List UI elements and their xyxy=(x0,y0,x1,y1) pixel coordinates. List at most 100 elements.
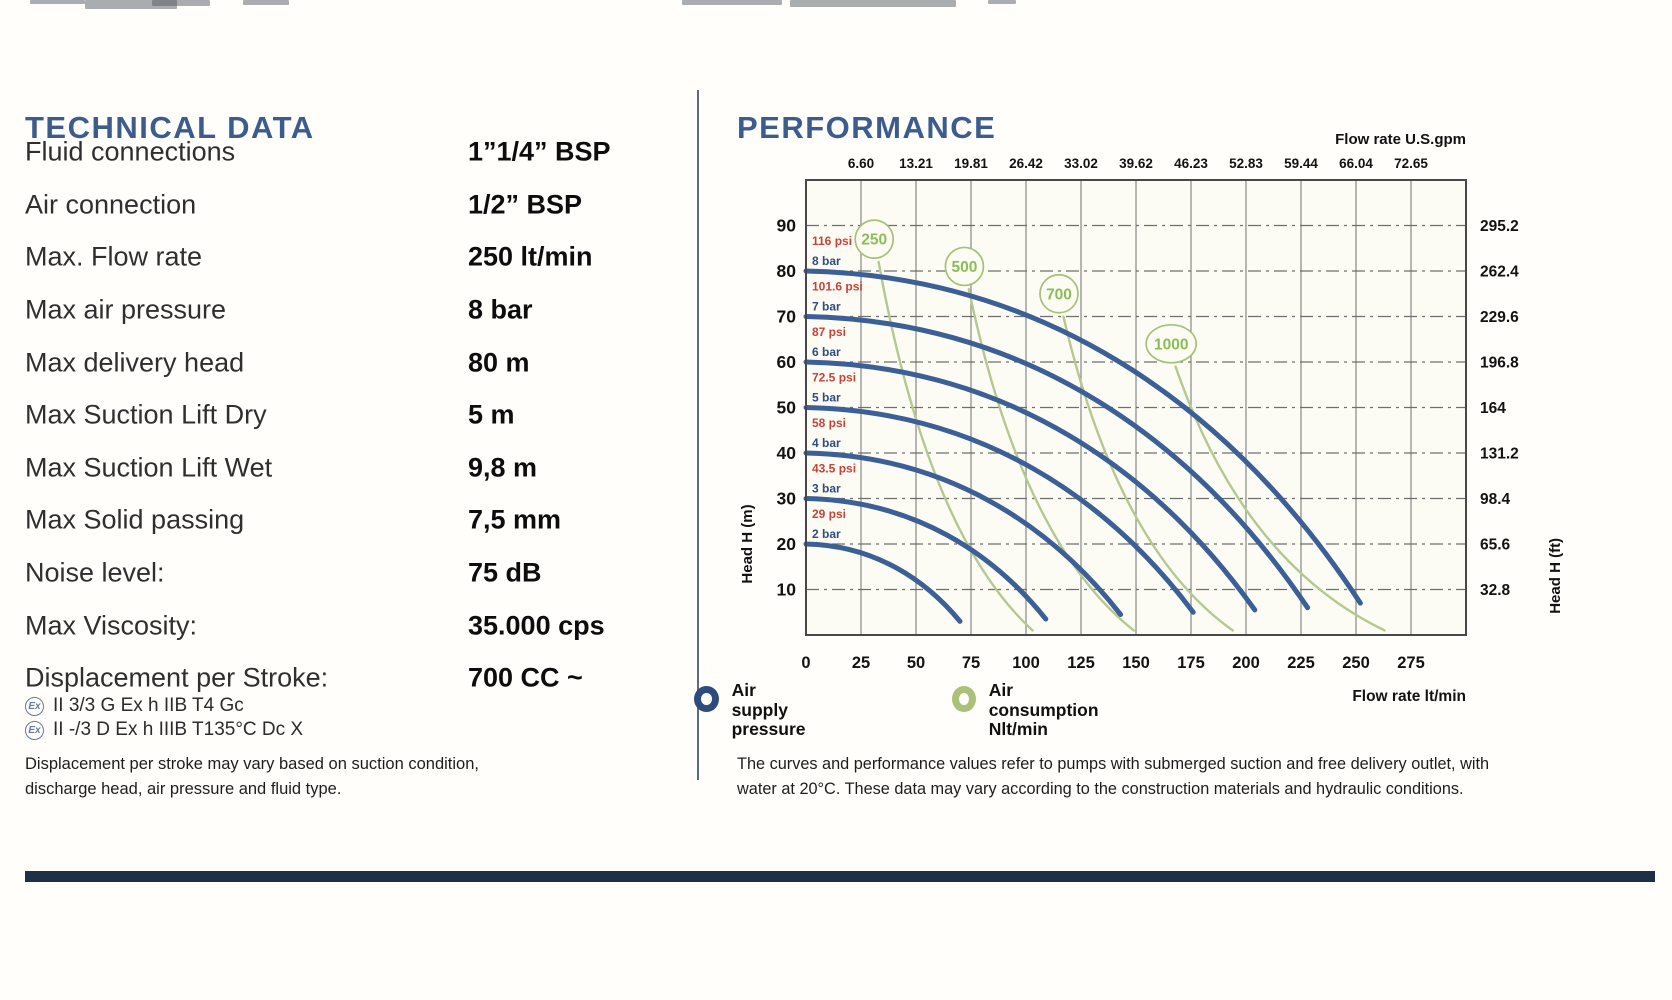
spec-row: Max Suction Lift Dry 5 m xyxy=(25,389,685,442)
y-left-tick: 80 xyxy=(777,261,797,281)
psi-label: 29 psi xyxy=(812,507,846,521)
spec-value: 75 dB xyxy=(468,557,542,588)
atex-line: Ex II -/3 D Ex h IIIB T135°C Dc X xyxy=(25,718,303,742)
y-right-tick: 229.6 xyxy=(1480,309,1519,326)
bar-label: 5 bar xyxy=(812,390,841,404)
spec-row: Max Viscosity: 35.000 cps xyxy=(25,599,685,652)
y-left-tick: 30 xyxy=(777,489,797,509)
spec-value: 1/2” BSP xyxy=(468,189,583,220)
y-left-axis-title: Head H (m) xyxy=(739,504,756,583)
bar-label: 7 bar xyxy=(812,299,841,313)
x-top-axis-title: Flow rate U.S.gpm xyxy=(1335,131,1466,148)
psi-label: 43.5 psi xyxy=(812,461,856,475)
air-supply-curve xyxy=(803,541,963,624)
legend-item: Air supply pressure xyxy=(694,680,807,740)
x-bottom-tick: 250 xyxy=(1342,654,1370,672)
x-bottom-tick: 25 xyxy=(852,654,870,672)
spec-value: 35.000 cps xyxy=(468,610,605,641)
y-right-tick: 262.4 xyxy=(1480,264,1519,281)
bar-label: 8 bar xyxy=(812,254,841,268)
spec-label: Max delivery head xyxy=(25,347,245,378)
spec-value: 8 bar xyxy=(468,294,533,325)
y-right-tick: 65.6 xyxy=(1480,537,1511,554)
air-supply-curve xyxy=(803,268,1363,606)
spec-table: Fluid connections 1”1/4” BSP Air connectio… xyxy=(25,126,685,705)
air-consumption-marker xyxy=(1145,323,1198,364)
x-bottom-tick: 275 xyxy=(1397,654,1425,672)
note-line: discharge head, air pressure and fluid t… xyxy=(25,779,342,798)
psi-label: 58 psi xyxy=(812,416,846,430)
spec-label: Air connection xyxy=(25,189,197,220)
displacement-note: Displacement per stroke may vary based o… xyxy=(25,752,479,801)
psi-label: 72.5 psi xyxy=(812,370,856,384)
performance-title: PERFORMANCE xyxy=(737,109,997,145)
spec-label: Noise level: xyxy=(25,557,165,588)
air-consumption-marker xyxy=(854,219,895,260)
spec-label: Max. Flow rate xyxy=(25,241,203,272)
atex-line: Ex II 3/3 G Ex h IIB T4 Gc xyxy=(25,694,303,718)
spec-row: Max air pressure 8 bar xyxy=(25,284,685,337)
column-divider xyxy=(697,90,699,780)
spec-label: Max Viscosity: xyxy=(25,610,198,641)
atex-text: II 3/3 G Ex h IIB T4 Gc xyxy=(53,695,244,716)
x-bottom-tick: 175 xyxy=(1177,654,1205,672)
spec-value: 9,8 m xyxy=(468,452,538,483)
air-supply-ring-icon xyxy=(694,686,719,712)
x-bottom-tick: 0 xyxy=(801,654,810,672)
spec-value: 5 m xyxy=(468,399,515,430)
psi-label: 116 psi xyxy=(812,234,852,248)
x-top-tick: 13.21 xyxy=(899,156,933,171)
bar-label: 4 bar xyxy=(812,436,841,450)
y-left-tick: 70 xyxy=(777,307,797,327)
y-right-tick: 98.4 xyxy=(1480,491,1511,508)
y-left-tick: 10 xyxy=(777,580,797,600)
y-left-tick: 60 xyxy=(777,352,797,372)
y-right-tick: 196.8 xyxy=(1480,355,1519,372)
x-bottom-tick: 75 xyxy=(962,654,980,672)
note-line: Displacement per stroke may vary based o… xyxy=(25,755,479,773)
air-supply-curve xyxy=(803,314,1311,611)
legend-label: Air consumption Nlt/min xyxy=(988,680,1099,739)
spec-row: Noise level: 75 dB xyxy=(25,547,685,600)
performance-chart: 250 50 0 700 1000 116 psi 8 bar 101.6 psi 7 bar 8… xyxy=(736,128,1576,711)
atex-text: II -/3 D Ex h IIIB T135°C Dc X xyxy=(53,719,304,740)
spec-row: Max Solid passing 7,5 mm xyxy=(25,494,685,547)
air-consumption-marker xyxy=(944,246,985,287)
air-consumption-value: 700 xyxy=(1046,286,1072,303)
atex-ex-icon: Ex xyxy=(25,696,44,716)
x-top-tick: 33.02 xyxy=(1064,156,1098,171)
spec-row: Fluid connections 1”1/4” BSP xyxy=(25,126,685,179)
x-bottom-tick: 200 xyxy=(1232,654,1260,672)
y-right-tick: 32.8 xyxy=(1480,582,1511,599)
spec-row: Max Suction Lift Wet 9,8 m xyxy=(25,442,685,495)
y-right-axis-title: Head H (ft) xyxy=(1547,538,1564,614)
y-left-tick: 40 xyxy=(777,443,797,463)
air-consumption-value: 1000 xyxy=(1154,336,1188,353)
bar-label: 3 bar xyxy=(812,481,841,495)
atex-ex-icon: Ex xyxy=(25,720,44,740)
x-top-tick: 72.65 xyxy=(1394,156,1428,171)
x-bottom-tick: 50 xyxy=(907,654,925,672)
air-consumption-curve xyxy=(877,260,1034,632)
legend-label: Air supply pressure xyxy=(731,680,806,739)
x-top-tick: 19.81 xyxy=(954,156,988,171)
x-top-tick: 52.83 xyxy=(1229,156,1263,171)
psi-label: 101.6 psi xyxy=(812,279,863,293)
y-right-tick: 164 xyxy=(1480,400,1506,417)
spec-label: Displacement per Stroke: xyxy=(25,662,329,693)
y-left-tick: 90 xyxy=(777,216,797,236)
air-supply-curve xyxy=(803,450,1124,618)
y-right-tick: 131.2 xyxy=(1480,446,1519,463)
plot-border xyxy=(805,179,1467,636)
x-top-tick: 59.44 xyxy=(1284,156,1318,171)
air-consumption-curve xyxy=(1062,315,1234,632)
spec-label: Max Solid passing xyxy=(25,504,245,535)
x-bottom-tick: 150 xyxy=(1122,654,1150,672)
air-supply-curve xyxy=(803,496,1049,622)
x-bottom-axis-title: Flow rate lt/min xyxy=(1352,688,1466,705)
spec-value: 1”1/4” BSP xyxy=(468,136,611,167)
spec-value: 7,5 mm xyxy=(468,504,562,535)
bottom-rule xyxy=(25,871,1655,882)
x-top-tick: 66.04 xyxy=(1339,156,1373,171)
